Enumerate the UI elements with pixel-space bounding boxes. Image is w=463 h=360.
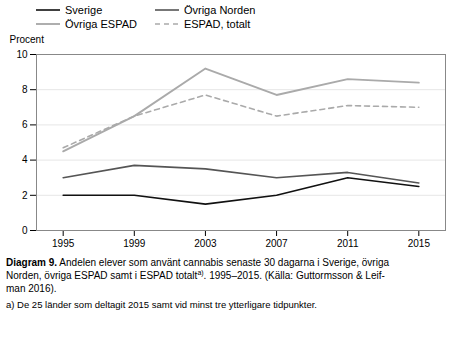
svg-text:2015: 2015	[408, 238, 431, 249]
svg-text:10: 10	[16, 49, 28, 60]
svg-text:2003: 2003	[194, 238, 217, 249]
html-text:ESPAD, totalt: ESPAD, totalt	[183, 18, 251, 30]
svg-text:6: 6	[22, 119, 28, 130]
svg-text:2: 2	[22, 190, 28, 201]
html-text:man 2016).: man 2016).	[6, 283, 57, 294]
svg-text:0: 0	[22, 225, 28, 236]
svg-text:Procent: Procent	[10, 34, 45, 45]
svg-text:4: 4	[22, 154, 28, 165]
svg-text:2007: 2007	[265, 238, 288, 249]
html-text:Norden, övriga ESPAD samt i ES: Norden, övriga ESPAD samt i ESPAD totalt…	[6, 268, 385, 281]
html-text:Sverige: Sverige	[65, 4, 103, 16]
svg-text:1999: 1999	[123, 238, 146, 249]
html-text:Övriga Norden: Övriga Norden	[183, 4, 256, 16]
html-text:Övriga ESPAD: Övriga ESPAD	[65, 18, 137, 30]
svg-text:1995: 1995	[52, 238, 75, 249]
svg-text:2011: 2011	[337, 238, 359, 249]
html-text:a) De 25 länder som deltagit 2: a) De 25 länder som deltagit 2015 samt v…	[6, 299, 317, 310]
svg-text:8: 8	[22, 84, 28, 95]
html-text:Diagram 9. Andelen elever som: Diagram 9. Andelen elever som använt can…	[6, 257, 389, 268]
